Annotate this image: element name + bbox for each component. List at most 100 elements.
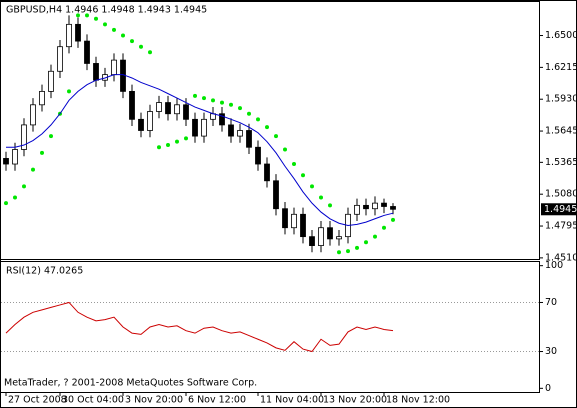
candle-body xyxy=(84,40,90,64)
candle-body xyxy=(192,118,198,137)
x-tick-label: 18 Nov 12:00 xyxy=(386,395,450,406)
candle-body xyxy=(174,104,180,115)
y-tick-label: 1.4795 xyxy=(545,221,577,232)
y-tick-label: 1.5365 xyxy=(545,157,577,168)
sar-dot xyxy=(22,184,26,189)
sar-dot xyxy=(382,225,386,230)
x-tick-label: 3 Nov 20:00 xyxy=(125,395,183,406)
sar-dot xyxy=(67,89,71,94)
sar-dot xyxy=(355,245,359,250)
x-tick-label: 27 Oct 2008 xyxy=(8,395,67,406)
candle-body xyxy=(39,90,45,106)
x-tick-label: 13 Nov 20:00 xyxy=(323,395,387,406)
candle-body xyxy=(336,236,342,240)
sar-dot xyxy=(139,44,143,49)
sar-dot xyxy=(319,195,323,200)
candle-body xyxy=(273,180,279,210)
candle-body xyxy=(129,90,135,120)
sar-dot xyxy=(202,96,206,101)
sar-dot xyxy=(391,217,395,222)
sar-dot xyxy=(112,27,116,32)
chart-header: GBPUSD,H4 1.4946 1.4948 1.4943 1.4945 xyxy=(6,5,207,16)
sar-dot xyxy=(265,125,269,130)
candle-body xyxy=(264,163,270,182)
sar-dot xyxy=(175,139,179,144)
candle-body xyxy=(66,23,72,48)
sar-dot xyxy=(238,106,242,111)
candle-body xyxy=(48,70,54,92)
sar-dot xyxy=(184,136,188,141)
y-tick-label: 30 xyxy=(545,346,557,357)
candle-body xyxy=(93,63,99,81)
y-tick-label: 1.6215 xyxy=(545,62,577,73)
sar-dot xyxy=(94,16,98,21)
sar-dot xyxy=(76,13,80,18)
candle-body xyxy=(21,124,27,150)
candle-body xyxy=(300,213,306,238)
sar-dot xyxy=(292,162,296,167)
sar-dot xyxy=(13,195,17,200)
candle-body xyxy=(327,227,333,240)
y-tick-label: 70 xyxy=(545,297,557,308)
sar-dot xyxy=(31,167,35,172)
candle-body xyxy=(381,202,387,207)
sar-dot xyxy=(103,22,107,27)
rsi-line xyxy=(5,301,394,353)
price-panel xyxy=(0,1,540,260)
candle-body xyxy=(228,124,234,137)
sar-dot xyxy=(328,203,332,208)
y-tick-label: 0 xyxy=(545,383,551,394)
sar-dot xyxy=(337,250,341,255)
rsi-panel xyxy=(0,261,540,393)
x-tick-label: 6 Nov 12:00 xyxy=(188,395,246,406)
candle-body xyxy=(219,113,225,126)
candle-body xyxy=(183,104,189,120)
candle-body xyxy=(156,102,162,112)
candle-body xyxy=(237,130,243,137)
candle-body xyxy=(309,236,315,246)
sar-dot xyxy=(346,249,350,254)
candle-body xyxy=(354,204,360,215)
sar-dot xyxy=(85,13,89,18)
candle-body xyxy=(201,118,207,137)
last-price-label: 1.4945 xyxy=(544,204,577,215)
sar-dot xyxy=(310,184,314,189)
y-tick-label: 1.5645 xyxy=(545,126,577,137)
candle-body xyxy=(165,102,171,115)
sar-dot xyxy=(166,143,170,148)
sar-dot xyxy=(283,147,287,152)
y-tick-label: 1.5930 xyxy=(545,94,577,105)
sar-dot xyxy=(364,240,368,245)
copyright: MetaTrader, ? 2001-2008 MetaQuotes Softw… xyxy=(4,378,257,389)
sar-dot xyxy=(130,39,134,44)
y-tick-label: 1.4510 xyxy=(545,252,577,263)
sar-dot xyxy=(373,234,377,239)
candle-body xyxy=(57,46,63,72)
sar-dot xyxy=(301,173,305,178)
last-price-box xyxy=(541,203,577,216)
candle-body xyxy=(3,158,9,165)
candle-body xyxy=(291,213,297,229)
candle-body xyxy=(30,104,36,126)
sar-dot xyxy=(220,100,224,105)
y-tick-label: 100 xyxy=(545,260,563,271)
sar-dot xyxy=(49,134,53,139)
candle-body xyxy=(363,204,369,210)
candle-body xyxy=(390,206,396,210)
candle-body xyxy=(12,149,18,165)
sar-dot xyxy=(247,111,251,116)
moving-average xyxy=(6,74,394,226)
candle-body xyxy=(255,146,261,165)
x-tick-label: 11 Nov 04:00 xyxy=(260,395,324,406)
x-tick-label: 30 Oct 04:00 xyxy=(62,395,124,406)
sar-dot xyxy=(148,50,152,55)
sar-dot xyxy=(229,102,233,107)
y-tick-label: 1.6500 xyxy=(545,30,577,41)
sar-dot xyxy=(40,150,44,155)
sar-dot xyxy=(4,201,8,206)
sar-dot xyxy=(211,98,215,103)
y-tick-label: 1.5080 xyxy=(545,189,577,200)
candle-body xyxy=(318,227,324,246)
